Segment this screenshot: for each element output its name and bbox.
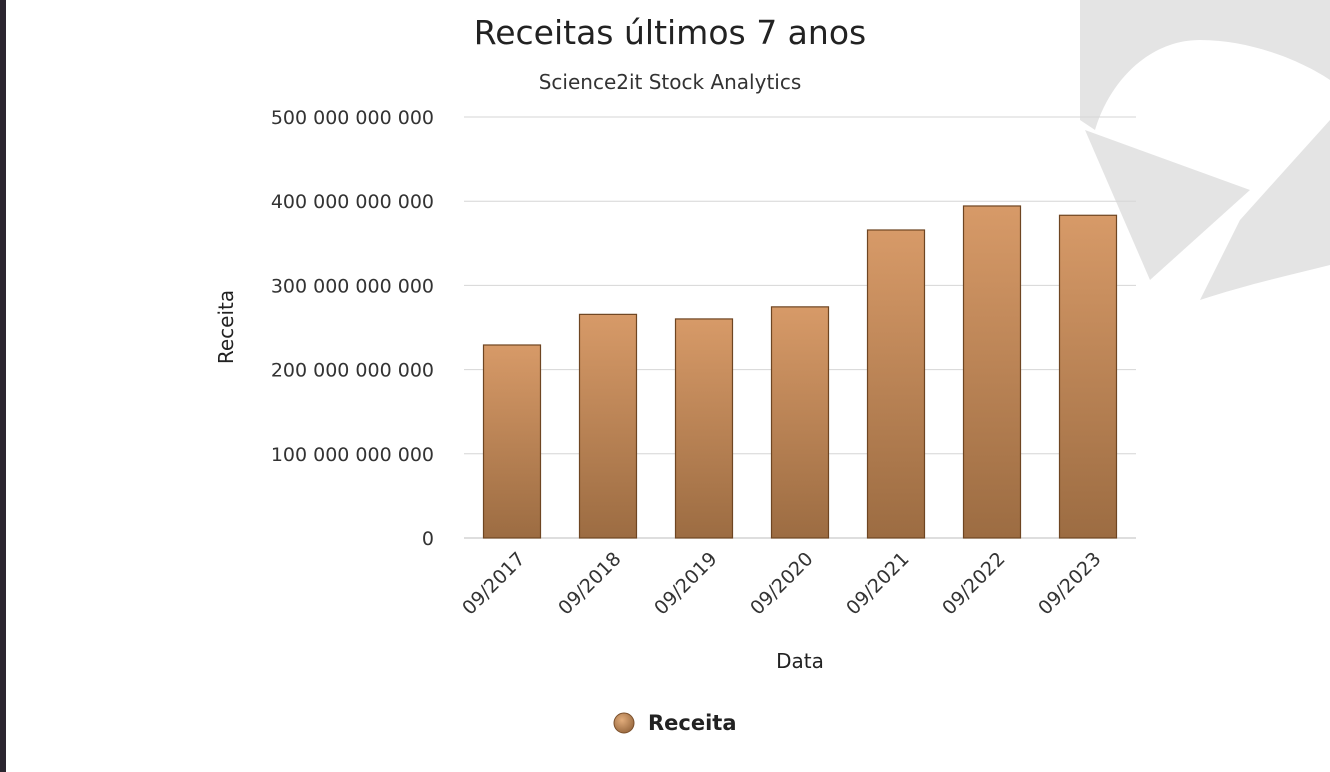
x-tick-label: 09/2017 bbox=[458, 548, 529, 619]
x-axis-ticks: 09/2017 09/2018 09/2019 09/2020 09/2021 09/20… bbox=[458, 548, 1105, 619]
gridlines bbox=[464, 116, 1136, 539]
x-tick-label: 09/2021 bbox=[842, 548, 913, 619]
chart-title: Receitas últimos 7 anos bbox=[474, 13, 866, 52]
y-tick-label: 100 000 000 000 bbox=[271, 444, 434, 466]
bar[interactable] bbox=[482, 344, 542, 539]
window-edge bbox=[0, 0, 6, 772]
bars bbox=[482, 205, 1118, 539]
y-tick-label: 0 bbox=[422, 528, 434, 550]
y-axis-label: Receita bbox=[214, 290, 238, 364]
bar[interactable] bbox=[578, 313, 638, 539]
y-tick-label: 200 000 000 000 bbox=[271, 360, 434, 382]
y-tick-label: 500 000 000 000 bbox=[271, 107, 434, 129]
y-tick-label: 300 000 000 000 bbox=[271, 275, 434, 297]
y-axis-ticks: 0 100 000 000 000 200 000 000 000 300 000 0… bbox=[271, 107, 434, 550]
x-tick-label: 09/2019 bbox=[650, 548, 721, 619]
y-tick-label: 400 000 000 000 bbox=[271, 191, 434, 213]
legend-marker-icon bbox=[613, 712, 635, 734]
x-tick-label: 09/2018 bbox=[554, 548, 625, 619]
x-tick-label: 09/2022 bbox=[938, 548, 1009, 619]
legend-label: Receita bbox=[648, 711, 737, 735]
bar[interactable] bbox=[674, 318, 734, 539]
watermark-logo bbox=[1080, 0, 1330, 300]
bar[interactable] bbox=[866, 229, 926, 539]
legend-item-receita[interactable]: Receita bbox=[613, 711, 737, 735]
bar[interactable] bbox=[1058, 214, 1118, 539]
x-tick-label: 09/2020 bbox=[746, 548, 817, 619]
x-tick-label: 09/2023 bbox=[1034, 548, 1105, 619]
bar[interactable] bbox=[770, 306, 830, 539]
bar[interactable] bbox=[962, 205, 1022, 539]
chart-subtitle: Science2it Stock Analytics bbox=[539, 70, 802, 94]
x-axis-label: Data bbox=[776, 649, 824, 673]
